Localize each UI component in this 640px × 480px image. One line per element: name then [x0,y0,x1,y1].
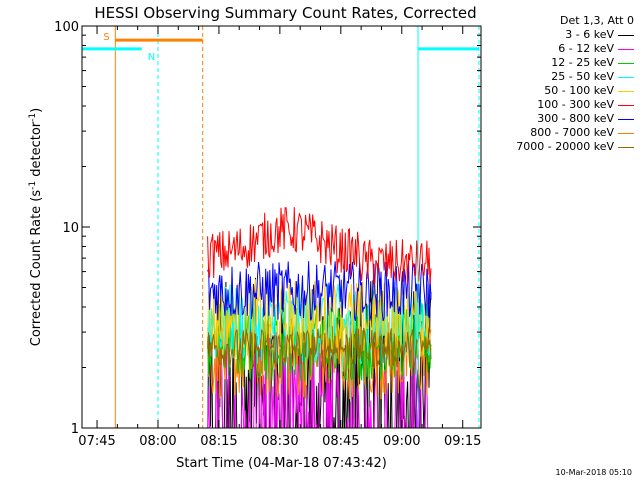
legend-swatch [618,76,634,78]
x-tick-label-5: 09:00 [383,434,420,449]
legend-label: 100 - 300 keV [537,98,614,111]
legend-label: 6 - 12 keV [558,42,614,55]
legend-swatch [618,34,634,36]
legend-label: 50 - 100 keV [544,84,614,97]
chart-title: HESSI Observing Summary Count Rates, Cor… [94,4,476,22]
legend-label: 3 - 6 keV [565,28,614,41]
series-line-5 [207,207,432,285]
footer-timestamp: 10-Mar-2018 05:10 [555,468,633,477]
legend-swatch [618,132,634,134]
legend-item: 300 - 800 keV [484,112,634,126]
x-tick-label-2: 08:15 [200,434,237,449]
x-tick-label-3: 08:30 [261,434,298,449]
series-line-1 [207,323,429,428]
legend: Det 1,3, Att 0 3 - 6 keV 6 - 12 keV 12 - 2… [484,14,634,154]
legend-item: 25 - 50 keV [484,70,634,84]
legend-label: 25 - 50 keV [551,70,614,83]
legend-label: 12 - 25 keV [551,56,614,69]
legend-item: 100 - 300 keV [484,98,634,112]
y-tick-label-2: 100 [54,20,79,35]
legend-item: 7000 - 20000 keV [484,140,634,154]
legend-swatch [618,104,634,106]
legend-label: 7000 - 20000 keV [516,140,614,153]
legend-swatch [618,62,634,64]
legend-swatch [618,118,634,120]
series-line-8 [207,327,432,369]
x-tick-label-1: 08:00 [139,434,176,449]
legend-label: 300 - 800 keV [537,112,614,125]
legend-item: 12 - 25 keV [484,56,634,70]
flag-label-0: S [103,32,109,43]
legend-swatch [618,90,634,92]
y-axis-label: Corrected Count Rate (s-1 detector-1) [28,108,44,346]
legend-item: 800 - 7000 keV [484,126,634,140]
series-line-6 [207,260,432,322]
legend-label: 800 - 7000 keV [530,126,614,139]
x-tick-label-4: 08:45 [322,434,359,449]
legend-item: 50 - 100 keV [484,84,634,98]
legend-item: 3 - 6 keV [484,28,634,42]
x-tick-label-6: 09:15 [444,434,481,449]
legend-swatch [618,146,634,148]
x-axis-label: Start Time (04-Mar-18 07:43:42) [176,456,387,471]
x-tick-label-0: 07:45 [78,434,115,449]
legend-item: 6 - 12 keV [484,42,634,56]
flag-label-1: N [148,52,155,63]
legend-swatch [618,48,634,50]
legend-header: Det 1,3, Att 0 [560,14,634,27]
y-tick-label-1: 10 [62,221,79,236]
y-tick-label-0: 1 [71,422,79,437]
series-group [207,207,432,428]
